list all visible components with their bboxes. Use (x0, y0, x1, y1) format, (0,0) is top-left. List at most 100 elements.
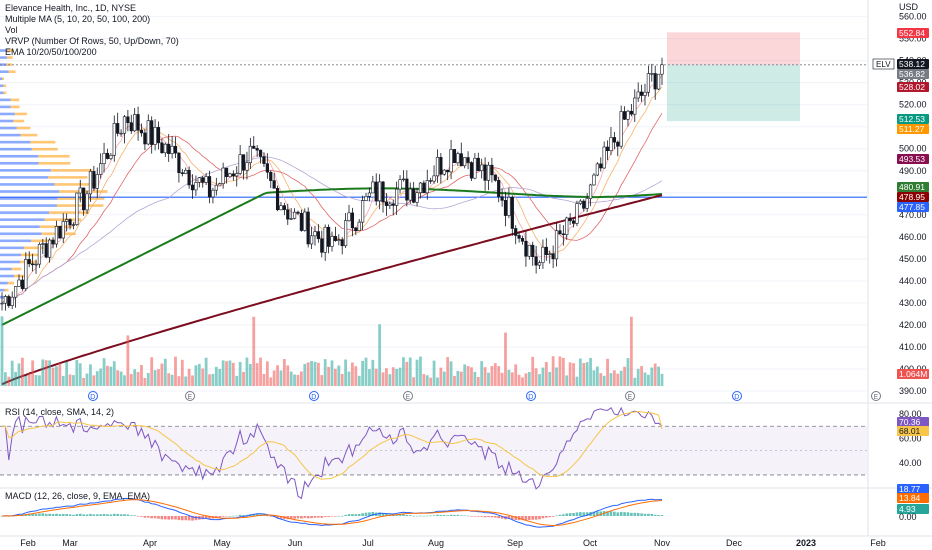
candle-body (433, 176, 436, 181)
macd-legend[interactable]: MACD (12, 26, close, 9, EMA, EMA) (5, 491, 150, 501)
price-axis-label: 528.02 (897, 82, 929, 92)
price-axis-label: 480.91 (897, 182, 929, 192)
earnings-marker-label: E (188, 394, 193, 401)
macd-histogram-bar (535, 516, 538, 520)
candle-body (344, 221, 347, 246)
macd-histogram-bar (491, 516, 494, 517)
rsi-legend[interactable]: RSI (14, close, SMA, 14, 2) (5, 407, 114, 417)
macd-histogram-bar (467, 516, 470, 517)
volume-bar (14, 372, 17, 386)
macd-histogram-bar (338, 516, 341, 517)
vrvp-bar-up (0, 176, 48, 179)
candle-body (338, 240, 341, 241)
indicator-ema[interactable]: EMA 10/20/50/100/200 (5, 47, 179, 58)
candle-body (35, 264, 38, 265)
indicator-multiple-ma[interactable]: Multiple MA (5, 10, 20, 50, 100, 200) (5, 14, 179, 25)
candle-body (548, 254, 551, 255)
indicator-volume[interactable]: Vol (5, 25, 179, 36)
macd-histogram-bar (497, 516, 500, 518)
vrvp-bar-up (0, 232, 42, 235)
volume-bar (443, 372, 446, 386)
candle-body (620, 112, 623, 147)
volume-bar (511, 372, 514, 386)
volume-bar (113, 361, 116, 386)
candle-body (69, 220, 72, 225)
volume-bar (528, 372, 531, 386)
candle (276, 186, 279, 211)
vrvp-bar-down (32, 148, 58, 151)
candle-body (96, 174, 99, 188)
volume-bar (375, 369, 378, 386)
vrvp-bar-down (14, 275, 26, 278)
vrvp-bar-down (39, 162, 71, 165)
candle-body (297, 212, 300, 213)
vrvp-bar-up (0, 268, 12, 271)
macd-histogram-bar (538, 516, 541, 519)
vrvp-bar-down (49, 211, 89, 214)
volume-bar (99, 369, 102, 386)
candle-body (426, 181, 429, 193)
volume-bar (596, 367, 599, 386)
volume-bar (385, 368, 388, 386)
vrvp-bar-up (0, 240, 31, 243)
candle-body (331, 236, 334, 246)
vrvp-bar-up (0, 92, 3, 95)
candle-body (263, 157, 266, 164)
macd-histogram-bar (52, 514, 55, 516)
macd-histogram-bar (548, 516, 551, 517)
chart-legend: Elevance Health, Inc., 1D, NYSE Multiple… (5, 3, 179, 58)
volume-axis-label-text: 1.064M (899, 369, 927, 379)
volume-bar (613, 370, 616, 386)
volume-bar (212, 374, 215, 386)
volume-bar (120, 372, 123, 386)
volume-bar (470, 367, 473, 386)
macd-histogram-bar (406, 515, 409, 516)
volume-bar (508, 370, 511, 386)
volume-bar (280, 371, 283, 386)
candle-body (528, 245, 531, 256)
volume-bar (191, 375, 194, 386)
volume-bar (399, 368, 402, 386)
candle-body (640, 92, 643, 96)
volume-bar (82, 378, 85, 386)
macd-histogram-bar (644, 514, 647, 516)
candle-body (610, 137, 613, 150)
volume-bar (650, 368, 653, 386)
time-tick-label: Apr (143, 538, 157, 548)
time-tick-label: Feb (870, 538, 886, 548)
candle-body (266, 164, 269, 173)
vrvp-bar-down (3, 92, 6, 95)
candle-body (521, 238, 524, 241)
macd-histogram-bar (218, 516, 221, 518)
candle-body (191, 185, 194, 190)
indicator-vrvp[interactable]: VRVP (Number Of Rows, 50, Up/Down, 70) (5, 36, 179, 47)
volume-bar (467, 366, 470, 386)
candle-body (99, 164, 102, 175)
candle-body (4, 296, 7, 303)
time-tick-label: May (213, 538, 231, 548)
price-axis-label: 478.95 (897, 192, 929, 202)
volume-bar (310, 361, 313, 386)
volume-bar (38, 375, 41, 386)
macd-histogram-bar (569, 513, 572, 516)
time-tick-label: Nov (654, 538, 671, 548)
candle-body (14, 286, 17, 297)
candle-body (644, 92, 647, 95)
candle-body (201, 178, 204, 183)
candle-body (596, 164, 599, 175)
candle-body (120, 133, 123, 134)
vrvp-bar-up (0, 282, 8, 285)
candle-body (150, 121, 153, 145)
candle-body (633, 98, 636, 114)
time-tick-label: Jul (362, 538, 374, 548)
volume-bar (599, 373, 602, 386)
candle-body (446, 170, 449, 172)
volume-bar (259, 358, 262, 386)
candle-body (307, 212, 310, 244)
volume-bar (463, 364, 466, 386)
candle-body (657, 74, 660, 89)
macd-histogram-bar (358, 514, 361, 516)
volume-bar (593, 370, 596, 386)
candle-body (127, 117, 130, 123)
volume-bar (11, 361, 14, 386)
